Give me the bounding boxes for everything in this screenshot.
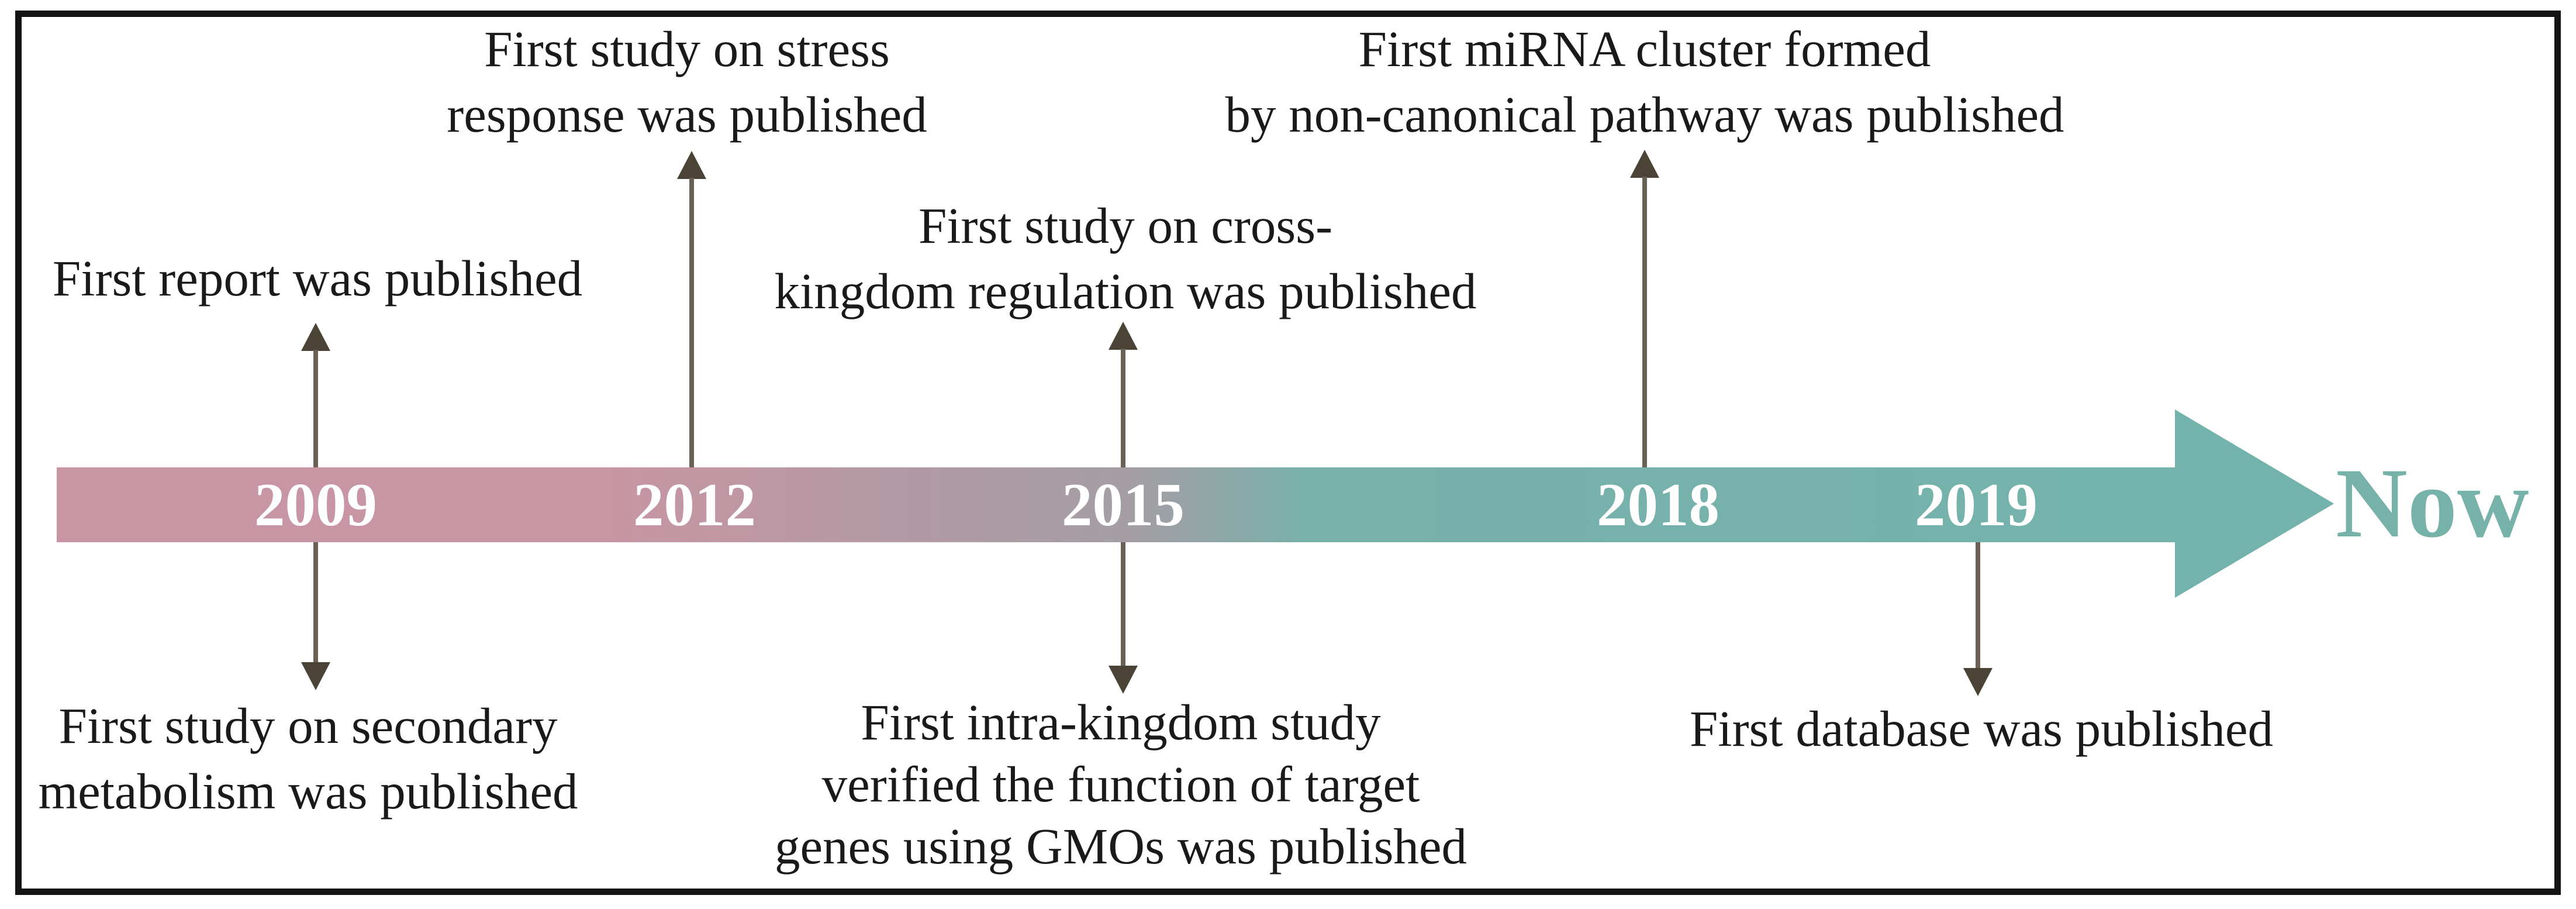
arrow-down-icon xyxy=(1963,668,1993,696)
arrow-stem xyxy=(313,542,318,662)
event-text-2018-above: First miRNA cluster formed by non-canoni… xyxy=(1225,20,2064,143)
arrow-down-icon xyxy=(301,662,330,690)
arrow-up-icon xyxy=(301,323,330,351)
arrow-stem xyxy=(689,178,694,467)
arrow-stem xyxy=(1642,177,1647,467)
arrow-down-icon xyxy=(1109,666,1138,694)
event-text-2009-above: First report was published xyxy=(52,250,583,307)
event-text-2012-above: First study on stress response was publi… xyxy=(447,20,927,143)
arrow-up-icon xyxy=(1630,150,1659,178)
arrow-stem xyxy=(1976,542,1980,668)
event-text-2015-below: First intra-kingdom study verified the f… xyxy=(774,694,1467,874)
year-label-2018: 2018 xyxy=(1597,470,1719,539)
arrow-up-icon xyxy=(1109,322,1138,350)
year-label-2015: 2015 xyxy=(1062,470,1185,539)
arrow-stem xyxy=(1121,542,1125,666)
year-label-2009: 2009 xyxy=(254,470,377,539)
arrow-up-icon xyxy=(677,151,706,179)
arrow-stem xyxy=(1121,349,1125,467)
event-text-2019-below: First database was published xyxy=(1690,700,2273,757)
timeline-arrowhead-icon xyxy=(2175,409,2334,598)
figure-frame xyxy=(15,11,2561,895)
arrow-stem xyxy=(313,350,318,467)
event-text-2009-below: First study on secondary metabolism was … xyxy=(38,697,578,820)
event-text-2015-above: First study on cross- kingdom regulation… xyxy=(774,197,1477,319)
year-label-2019: 2019 xyxy=(1915,470,2038,539)
timeline-bar xyxy=(57,467,2175,542)
now-label: Now xyxy=(2336,448,2529,558)
year-label-2012: 2012 xyxy=(633,470,756,539)
